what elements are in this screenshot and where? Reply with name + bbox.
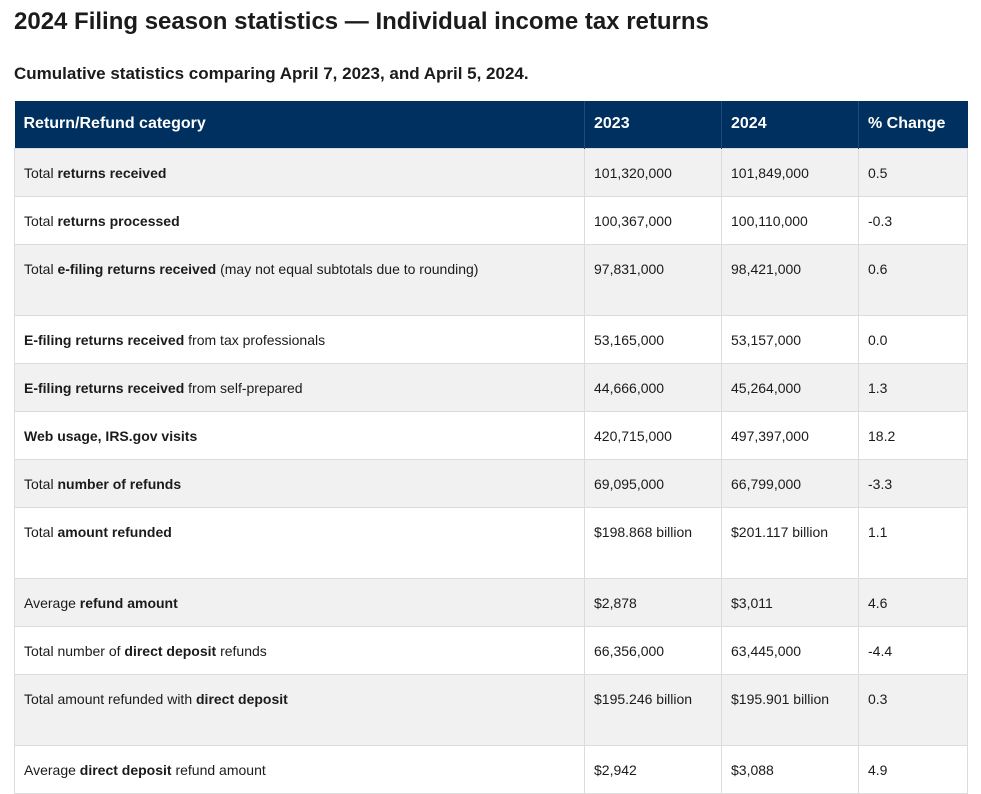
value-2024-cell: $3,011: [721, 577, 859, 627]
category-text: Total: [24, 475, 58, 492]
table-row: Web usage, IRS.gov visits 420,715,000 497,…: [14, 410, 968, 460]
percent-change-cell: -0.3: [858, 195, 968, 245]
category-emphasis: direct deposit: [79, 761, 172, 778]
table-row: Total amount refunded with direct deposi…: [14, 673, 968, 746]
category-emphasis: Web usage, IRS.gov visits: [24, 427, 198, 444]
percent-change-cell: 4.6: [858, 577, 968, 627]
value-2023-cell: 66,356,000: [584, 625, 722, 675]
percent-change-cell: 0.3: [858, 673, 968, 746]
header-2024: 2024: [721, 101, 859, 148]
category-cell: E-filing returns received from self-prep…: [14, 362, 585, 412]
statistics-table: Return/Refund category 2023 2024 % Chang…: [14, 101, 968, 794]
table-header: Return/Refund category 2023 2024 % Chang…: [14, 101, 968, 148]
category-emphasis: returns processed: [57, 212, 180, 229]
value-2023-cell: 100,367,000: [584, 195, 722, 245]
header-2023: 2023: [584, 101, 722, 148]
category-text: Total: [24, 164, 58, 181]
percent-change-cell: 18.2: [858, 410, 968, 460]
percent-change-cell: -4.4: [858, 625, 968, 675]
value-2023-cell: $2,942: [584, 744, 722, 794]
table-row: Total e-filing returns received (may not…: [14, 243, 968, 316]
value-2023-cell: 101,320,000: [584, 147, 722, 197]
value-2024-cell: 45,264,000: [721, 362, 859, 412]
table-row: Total number of direct deposit refunds 66…: [14, 625, 968, 675]
page-title: 2024 Filing season statistics — Individu…: [14, 8, 709, 35]
category-emphasis: direct deposit: [196, 690, 288, 707]
percent-change-cell: 0.0: [858, 314, 968, 364]
category-emphasis: number of refunds: [57, 475, 182, 492]
value-2023-cell: 97,831,000: [584, 243, 722, 316]
category-emphasis: E-filing returns received: [24, 331, 185, 348]
percent-change-cell: 0.6: [858, 243, 968, 316]
category-text: from tax professionals: [184, 331, 326, 348]
table-row: Total number of refunds 69,095,000 66,799,…: [14, 458, 968, 508]
value-2023-cell: $2,878: [584, 577, 722, 627]
category-text: Total: [24, 212, 58, 229]
table-row: E-filing returns received from self-prep…: [14, 362, 968, 412]
percent-change-cell: 1.3: [858, 362, 968, 412]
table-row: Average direct deposit refund amount $2,9…: [14, 744, 968, 794]
category-cell: Average refund amount: [14, 577, 585, 627]
category-emphasis: e-filing returns received: [57, 260, 217, 277]
value-2024-cell: $201.117 billion: [721, 506, 859, 579]
category-text: Total: [24, 260, 58, 277]
percent-change-cell: -3.3: [858, 458, 968, 508]
category-cell: Web usage, IRS.gov visits: [14, 410, 585, 460]
value-2024-cell: $3,088: [721, 744, 859, 794]
category-cell: Total e-filing returns received (may not…: [14, 243, 585, 316]
value-2024-cell: 53,157,000: [721, 314, 859, 364]
table-row: Average refund amount $2,878 $3,011 4.6: [14, 577, 968, 627]
value-2024-cell: 98,421,000: [721, 243, 859, 316]
category-emphasis: refund amount: [79, 594, 178, 611]
table-row: Total returns processed 100,367,000 100,11…: [14, 195, 968, 245]
value-2024-cell: 101,849,000: [721, 147, 859, 197]
category-cell: Total number of direct deposit refunds: [14, 625, 585, 675]
category-emphasis: E-filing returns received: [24, 379, 185, 396]
value-2023-cell: 69,095,000: [584, 458, 722, 508]
table-row: Total amount refunded $198.868 billion $20…: [14, 506, 968, 579]
category-text: from self-prepared: [184, 379, 303, 396]
value-2023-cell: 44,666,000: [584, 362, 722, 412]
table-body: Total returns received 101,320,000 101,849…: [14, 147, 968, 794]
category-text: Average: [24, 761, 80, 778]
category-cell: Total returns processed: [14, 195, 585, 245]
category-emphasis: direct deposit: [124, 642, 217, 659]
table-row: E-filing returns received from tax profe…: [14, 314, 968, 364]
value-2024-cell: 100,110,000: [721, 195, 859, 245]
header-row: Return/Refund category 2023 2024 % Chang…: [14, 101, 968, 148]
category-cell: E-filing returns received from tax profe…: [14, 314, 585, 364]
value-2024-cell: 66,799,000: [721, 458, 859, 508]
value-2024-cell: 497,397,000: [721, 410, 859, 460]
category-cell: Total returns received: [14, 147, 585, 197]
category-cell: Average direct deposit refund amount: [14, 744, 585, 794]
category-emphasis: amount refunded: [57, 523, 172, 540]
category-text: Total: [24, 523, 58, 540]
value-2024-cell: $195.901 billion: [721, 673, 859, 746]
category-text: refund amount: [171, 761, 266, 778]
category-text: Total amount refunded with: [24, 690, 196, 707]
value-2023-cell: $198.868 billion: [584, 506, 722, 579]
header-percent-change: % Change: [858, 101, 968, 148]
value-2023-cell: 420,715,000: [584, 410, 722, 460]
category-text: Total number of: [24, 642, 125, 659]
page-subtitle: Cumulative statistics comparing April 7,…: [14, 64, 529, 83]
table-row: Total returns received 101,320,000 101,849…: [14, 147, 968, 197]
value-2023-cell: 53,165,000: [584, 314, 722, 364]
category-cell: Total number of refunds: [14, 458, 585, 508]
percent-change-cell: 4.9: [858, 744, 968, 794]
category-cell: Total amount refunded with direct deposi…: [14, 673, 585, 746]
category-emphasis: returns received: [57, 164, 167, 181]
percent-change-cell: 1.1: [858, 506, 968, 579]
header-category: Return/Refund category: [14, 101, 585, 148]
category-text: refunds: [216, 642, 267, 659]
category-text: Average: [24, 594, 80, 611]
category-cell: Total amount refunded: [14, 506, 585, 579]
percent-change-cell: 0.5: [858, 147, 968, 197]
value-2024-cell: 63,445,000: [721, 625, 859, 675]
value-2023-cell: $195.246 billion: [584, 673, 722, 746]
page: 2024 Filing season statistics — Individu…: [14, 8, 968, 794]
category-text: (may not equal subtotals due to rounding…: [216, 260, 479, 277]
